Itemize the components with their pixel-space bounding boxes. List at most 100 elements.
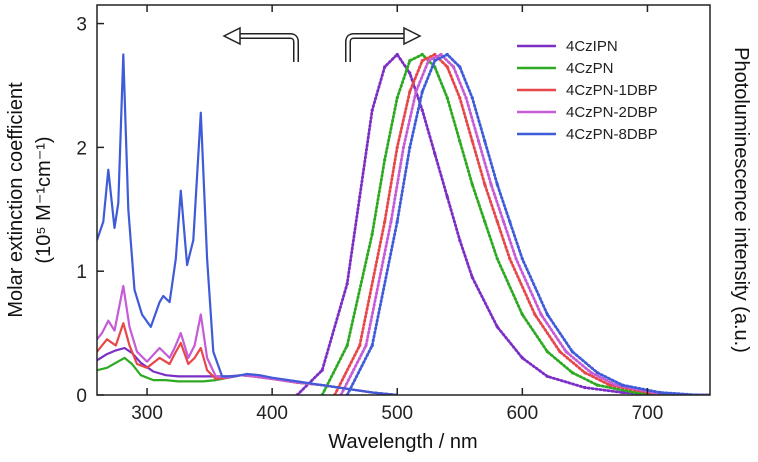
emission-point-4czpn-2dbp — [364, 343, 368, 348]
emission-point-4czpn — [483, 220, 487, 224]
emission-line-4czipn — [295, 52, 710, 395]
emission-point-4czipn — [383, 65, 387, 69]
emission-point-4czpn — [345, 343, 349, 348]
x-tick-label: 700 — [632, 403, 664, 424]
emission-point-4czipn — [420, 108, 424, 112]
emission-point-4czipn — [458, 238, 462, 242]
legend-label: 4CzPN-1DBP — [566, 82, 658, 99]
y-tick-label: 3 — [76, 15, 87, 36]
emission-point-4czipn — [445, 195, 449, 199]
emission-point-4czpn-8dbp — [408, 145, 412, 149]
emission-line-4czpn-8dbp — [345, 52, 710, 395]
emission-point-4czpn — [570, 371, 574, 375]
emission-point-4czpn-2dbp — [614, 383, 618, 387]
emission-point-4czpn-2dbp — [426, 59, 431, 63]
emission-point-4czpn-2dbp — [514, 257, 518, 261]
ticks-layer: 300 400 500 600 700 0 1 2 3 — [76, 5, 663, 424]
legend-label: 4CzIPN — [566, 38, 618, 55]
emission-point-4czpn-2dbp — [539, 312, 543, 317]
absorption-line-4czpn-2dbp — [97, 284, 398, 395]
emission-point-4czpn-2dbp — [501, 220, 506, 224]
absorption-line-4czpn-8dbp — [97, 53, 398, 395]
emission-point-4czpn-2dbp — [489, 182, 493, 187]
emission-point-4czipn — [433, 151, 437, 156]
emission-point-4czpn-8dbp — [508, 220, 512, 224]
emission-point-4czpn — [433, 65, 437, 69]
emission-point-4czipn — [370, 108, 374, 112]
y-tick-label: 0 — [76, 386, 87, 407]
emission-point-4czpn — [395, 96, 399, 100]
emission-point-4czpn-8dbp — [458, 65, 462, 69]
emission-point-4czpn-1dbp — [508, 257, 512, 261]
emission-point-4czipn — [470, 275, 474, 279]
emission-point-4czpn — [458, 139, 462, 143]
legend-label: 4CzPN — [566, 60, 614, 77]
emission-point-4czpn-8dbp — [395, 220, 399, 224]
emission-point-4czpn-1dbp — [395, 145, 399, 149]
emission-point-4czpn-2dbp — [589, 371, 593, 375]
emission-point-4czpn-1dbp — [470, 139, 474, 143]
emission-point-4czpn-2dbp — [439, 52, 443, 57]
emission-line-4czpn-2dbp — [339, 52, 710, 395]
right-arrow-icon — [345, 26, 422, 62]
series-layer — [97, 52, 710, 395]
emission-point-4czpn-8dbp — [620, 383, 625, 387]
emission-point-4czpn-8dbp — [470, 96, 474, 100]
emission-point-4czpn — [633, 390, 637, 395]
emission-point-4czpn-1dbp — [420, 59, 424, 63]
emission-point-4czipn — [520, 356, 524, 360]
x-tick-label: 500 — [381, 403, 413, 424]
emission-point-4czpn-8dbp — [433, 59, 437, 63]
emission-point-4czpn — [383, 158, 387, 162]
emission-point-4czpn-8dbp — [570, 350, 574, 354]
plot-frame — [96, 4, 711, 396]
left-arrow-icon — [222, 26, 299, 62]
emission-point-4czpn-1dbp — [483, 182, 487, 187]
emission-point-4czpn-8dbp — [483, 139, 487, 143]
emission-point-4czpn-1dbp — [445, 65, 449, 69]
emission-point-4czpn — [445, 96, 449, 100]
emission-point-4czpn-1dbp — [433, 52, 437, 57]
emission-point-4czipn — [345, 281, 349, 286]
emission-point-4czpn-2dbp — [389, 220, 393, 224]
emission-point-4czpn-8dbp — [420, 90, 424, 94]
emission-point-4czipn — [583, 385, 587, 390]
y-tick-label: 2 — [76, 138, 87, 159]
emission-point-4czipn — [358, 195, 362, 199]
emission-point-4czpn-1dbp — [583, 371, 587, 375]
emission-point-4czipn — [395, 52, 399, 57]
emission-point-4czpn-1dbp — [458, 96, 462, 100]
emission-point-4czpn-8dbp — [445, 52, 449, 57]
x-tick-label: 600 — [506, 403, 538, 424]
emission-point-4czpn-2dbp — [401, 145, 406, 149]
emission-point-4czpn-2dbp — [564, 350, 568, 354]
emission-point-4czpn — [370, 232, 374, 236]
emission-point-4czpn — [470, 182, 474, 187]
legend-label: 4CzPN-8DBP — [566, 126, 658, 143]
emission-point-4czpn-1dbp — [495, 220, 499, 224]
y-axis-title-left-line1: Molar extinction coefficient — [5, 82, 27, 318]
emission-point-4czpn — [520, 312, 524, 317]
emission-point-4czipn — [620, 390, 625, 395]
emission-point-4czpn-8dbp — [658, 390, 662, 395]
emission-point-4czpn-1dbp — [558, 350, 562, 354]
x-axis-title: Wavelength / nm — [328, 431, 477, 453]
emission-point-4czpn-8dbp — [595, 371, 600, 375]
legend-label: 4CzPN-2DBP — [566, 104, 658, 121]
emission-point-4czpn-8dbp — [545, 312, 549, 317]
y-axis-title-left-line2: (10⁵ M⁻¹cm⁻¹) — [33, 136, 55, 263]
emission-point-4czpn — [545, 350, 549, 354]
emission-point-4czpn — [595, 383, 600, 387]
emission-point-4czpn-8dbp — [370, 343, 374, 348]
emission-point-4czpn-1dbp — [408, 90, 412, 94]
emission-point-4czpn-1dbp — [608, 383, 612, 387]
y-tick-label: 1 — [76, 262, 87, 283]
emission-point-4czpn-8dbp — [495, 182, 499, 187]
emission-line-4czpn — [320, 52, 710, 395]
emission-point-4czpn-2dbp — [476, 139, 481, 143]
emission-point-4czpn-2dbp — [451, 65, 456, 69]
emission-point-4czpn-2dbp — [414, 90, 418, 94]
x-tick-label: 300 — [131, 403, 163, 424]
emission-point-4czpn — [495, 257, 499, 261]
emission-point-4czpn-1dbp — [533, 312, 537, 317]
